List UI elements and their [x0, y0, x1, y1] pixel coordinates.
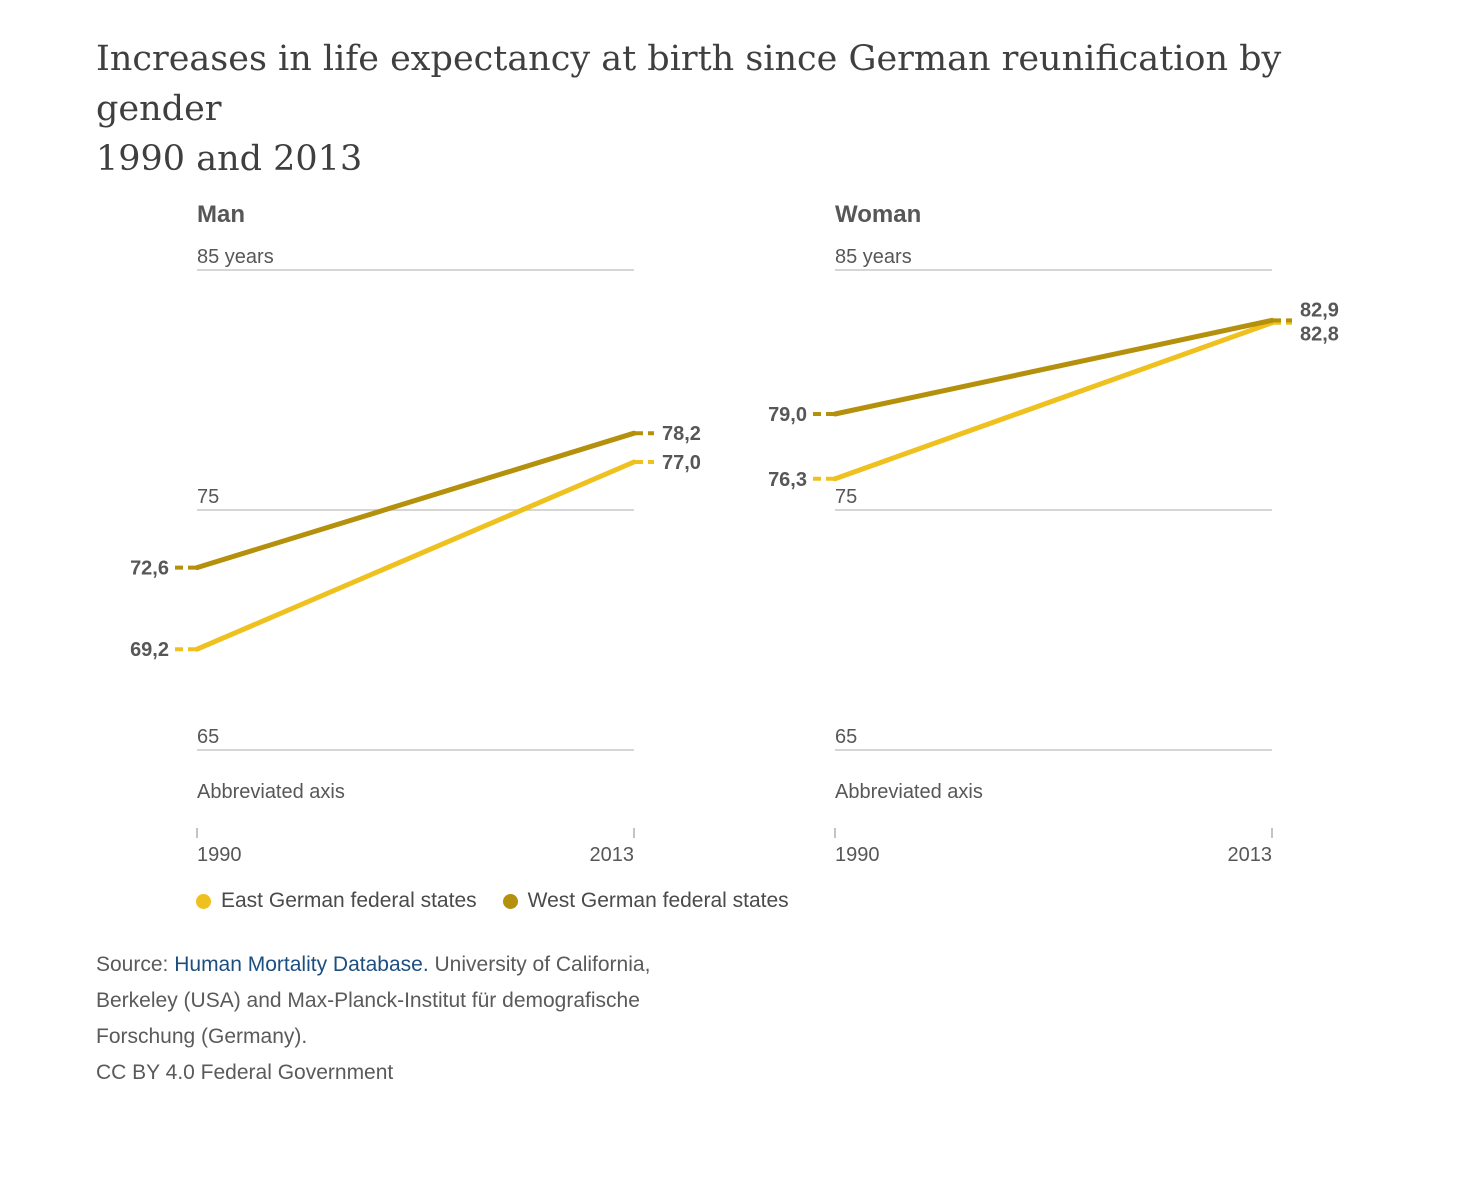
man-y-tick-label: 85 years — [197, 246, 274, 268]
man-data-label-east-1990: 69,2 — [130, 639, 169, 661]
source-line-2: Berkeley (USA) and Max-Planck-Institut f… — [96, 989, 640, 1012]
source-rest: University of California, — [428, 953, 651, 976]
legend-swatch-east — [196, 893, 211, 909]
man-axis-note: Abbreviated axis — [197, 781, 345, 803]
legend-label-east: East German federal states — [221, 889, 477, 912]
woman-line-west — [834, 317, 1273, 417]
source-line-1: Source: Human Mortality Database. Univer… — [96, 947, 736, 983]
woman-axis-note: Abbreviated axis — [835, 781, 983, 803]
legend-item-east: East German federal states — [196, 889, 477, 913]
source-note: Source: Human Mortality Database. Univer… — [96, 947, 736, 1091]
woman-y-tick-label: 85 years — [835, 246, 912, 268]
legend-item-west: West German federal states — [502, 889, 789, 913]
woman-y-tick-label: 75 — [835, 486, 857, 508]
source-prefix: Source: — [96, 953, 175, 976]
woman-y-tick-label: 65 — [835, 726, 857, 748]
legend: East German federal states West German f… — [196, 889, 815, 913]
man-data-label-west-1990: 72,6 — [130, 558, 169, 580]
woman-line-east — [834, 320, 1273, 482]
man-line-east — [196, 459, 635, 652]
chart-title-line-1: Increases in life expectancy at birth si… — [96, 39, 1282, 129]
woman-data-label-east-1990: 76,3 — [768, 469, 807, 491]
chart-subtitle: 1990 and 2013 — [96, 139, 363, 179]
man-y-tick-label: 75 — [197, 486, 219, 508]
man-x-tick-label: 1990 — [197, 844, 242, 866]
man-y-tick-label: 65 — [197, 726, 219, 748]
man-line-west — [196, 430, 635, 570]
woman-data-label-west-2013: 82,9 — [1300, 300, 1339, 322]
man-data-label-west-2013: 78,2 — [662, 423, 701, 445]
woman-x-tick-label: 1990 — [835, 844, 880, 866]
license-note: CC BY 4.0 Federal Government — [96, 1061, 394, 1084]
woman-panel-title: Woman — [835, 201, 921, 228]
woman-x-tick-label: 2013 — [1228, 844, 1273, 866]
legend-label-west: West German federal states — [527, 889, 789, 912]
chart-title: Increases in life expectancy at birth si… — [96, 34, 1396, 184]
man-data-label-east-2013: 77,0 — [662, 452, 701, 474]
legend-swatch-west — [502, 893, 518, 909]
source-line-3: Forschung (Germany). — [96, 1025, 308, 1048]
woman-data-label-east-2013: 82,8 — [1300, 324, 1339, 346]
source-link[interactable]: Human Mortality Database. — [174, 953, 429, 976]
man-x-tick-label: 2013 — [590, 844, 635, 866]
woman-data-label-west-1990: 79,0 — [768, 404, 807, 426]
man-panel-title: Man — [197, 201, 245, 228]
